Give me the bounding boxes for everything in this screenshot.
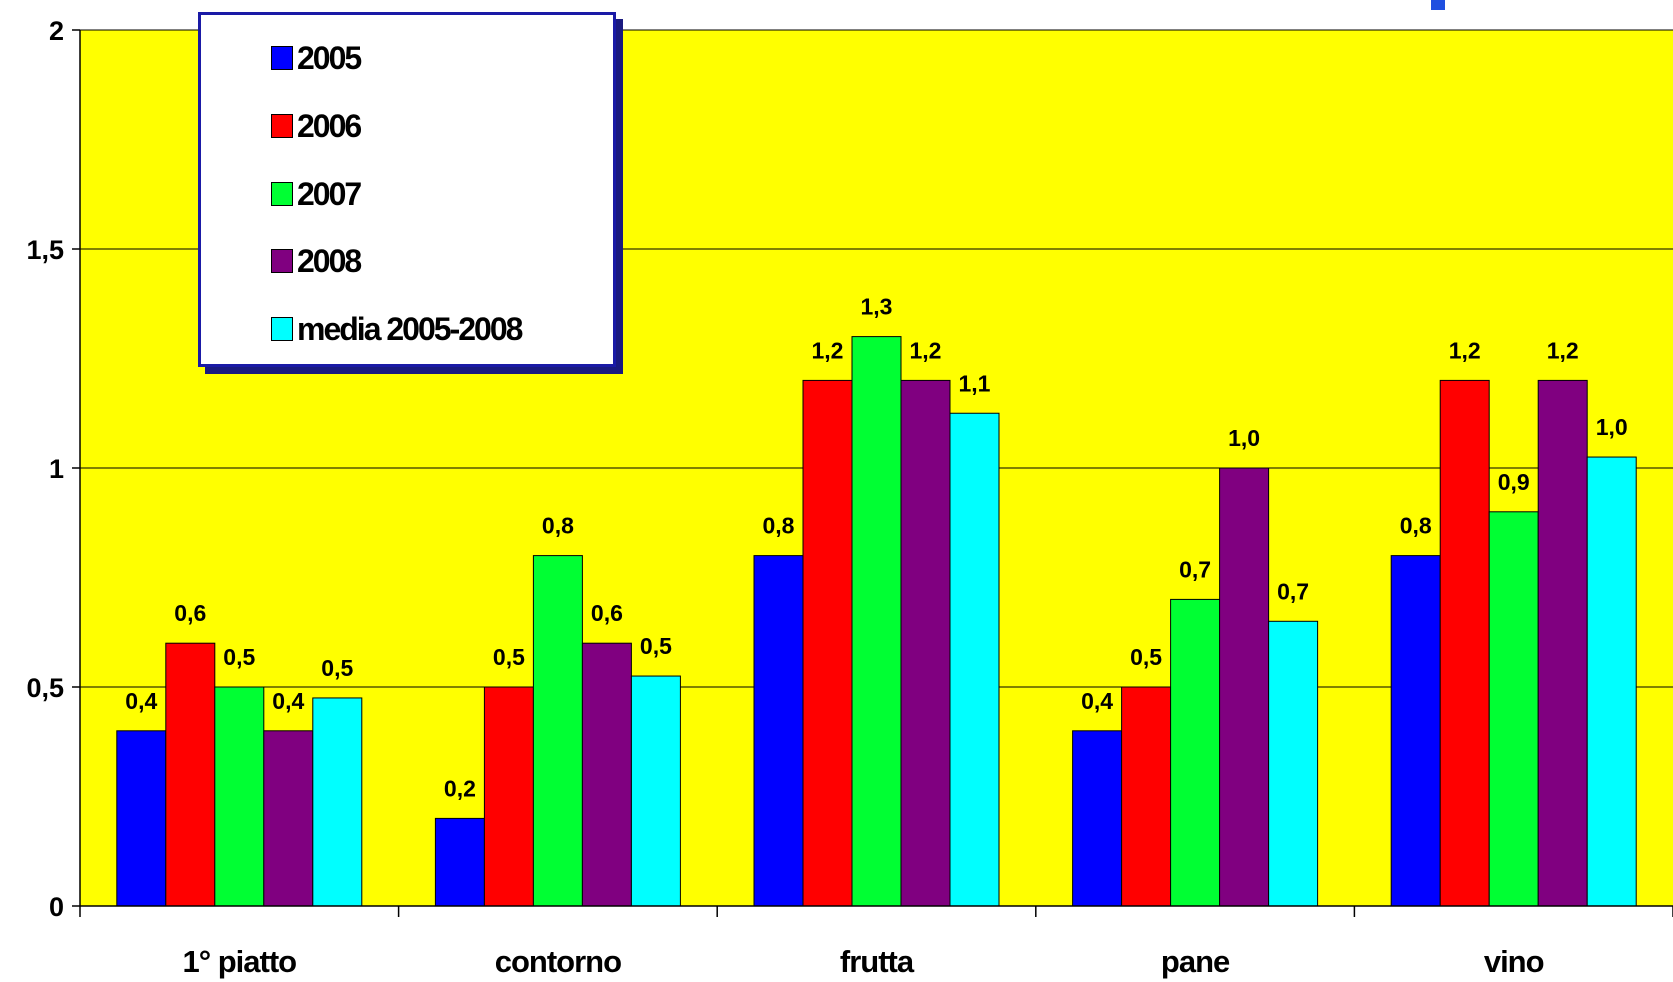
bar (1586, 456, 1637, 907)
data-label: 0,4 (125, 688, 157, 714)
x-tick-label: vino (1484, 944, 1544, 979)
x-tick-label: frutta (840, 944, 915, 979)
data-label: 0,5 (640, 633, 672, 659)
data-label: 1,2 (910, 337, 942, 363)
bar (630, 675, 681, 907)
data-label: 0,7 (1179, 556, 1211, 582)
x-tick-label: 1° piatto (182, 944, 296, 979)
legend-label-2008: 2008 (297, 242, 362, 279)
bar (483, 686, 534, 907)
bar (1072, 730, 1123, 907)
data-label: 0,5 (321, 655, 353, 681)
legend-swatch-2007 (271, 182, 293, 206)
bar (802, 379, 853, 907)
data-label: 0,6 (174, 600, 206, 626)
data-label: 1,3 (861, 294, 893, 320)
legend-item-2005: 2005 (271, 38, 362, 78)
data-label: 0,8 (763, 513, 795, 539)
bar (851, 336, 902, 907)
bar (1439, 379, 1490, 907)
data-label: 1,0 (1228, 425, 1260, 451)
bar (1170, 598, 1221, 907)
y-tick-label: 0,5 (26, 673, 64, 703)
bars (116, 336, 1637, 907)
data-label: 0,5 (1130, 644, 1162, 670)
data-label: 0,9 (1498, 469, 1530, 495)
legend-swatch-2005 (271, 46, 293, 70)
bar (1390, 555, 1441, 907)
data-label: 0,5 (493, 644, 525, 670)
bar (949, 412, 1000, 907)
bar (263, 730, 314, 907)
bar (1268, 620, 1319, 907)
bar (434, 817, 485, 907)
data-label: 0,8 (542, 513, 574, 539)
x-tick-label: pane (1161, 944, 1230, 979)
legend-item-2008: 2008 (271, 241, 362, 281)
bar (753, 555, 804, 907)
data-label: 1,2 (1449, 337, 1481, 363)
legend-item-media: media 2005-2008 (271, 309, 523, 349)
legend-item-2006: 2006 (271, 106, 362, 146)
y-tick-label: 1 (49, 454, 64, 484)
corner-mark (1431, 0, 1445, 10)
legend-label-2007: 2007 (297, 175, 362, 212)
x-tick-label: contorno (495, 944, 621, 979)
data-label: 1,1 (959, 370, 991, 396)
legend-swatch-2008 (271, 249, 293, 273)
data-label: 0,2 (444, 775, 476, 801)
legend-swatch-2006 (271, 114, 293, 138)
data-label: 0,5 (223, 644, 255, 670)
y-tick-label: 0 (49, 892, 64, 922)
bar (165, 642, 216, 907)
bar (1537, 379, 1588, 907)
bar (581, 642, 632, 907)
bar (900, 379, 951, 907)
data-label: 0,4 (1081, 688, 1113, 714)
data-label: 0,8 (1400, 513, 1432, 539)
data-labels: 0,4 0,6 0,5 0,4 0,5 0,2 0,5 0,8 0,6 0,5 0,8 1,2 1,3 1… (125, 294, 1627, 802)
bar (1121, 686, 1172, 907)
legend-label-2006: 2006 (297, 107, 362, 144)
axes: 0 0,5 1 1,5 2 1° piatto contorno frutta pane vino (26, 16, 1673, 979)
data-label: 1,2 (1547, 337, 1579, 363)
data-label: 1,2 (812, 337, 844, 363)
legend-item-2007: 2007 (271, 174, 362, 214)
data-label: 0,6 (591, 600, 623, 626)
bar (312, 697, 363, 907)
bar (214, 686, 265, 907)
bar (532, 555, 583, 907)
data-label: 1,0 (1596, 414, 1628, 440)
y-tick-label: 1,5 (26, 235, 64, 265)
legend: 2005 2006 2007 2008 media 2005-2008 (198, 12, 616, 367)
y-tick-label: 2 (49, 16, 64, 46)
legend-swatch-media (271, 317, 293, 341)
bar (1488, 511, 1539, 907)
bar (1219, 467, 1270, 907)
data-label: 0,7 (1277, 578, 1309, 604)
legend-label-2005: 2005 (297, 39, 362, 76)
bar (116, 730, 167, 907)
data-label: 0,4 (272, 688, 304, 714)
legend-label-media: media 2005-2008 (297, 310, 523, 347)
